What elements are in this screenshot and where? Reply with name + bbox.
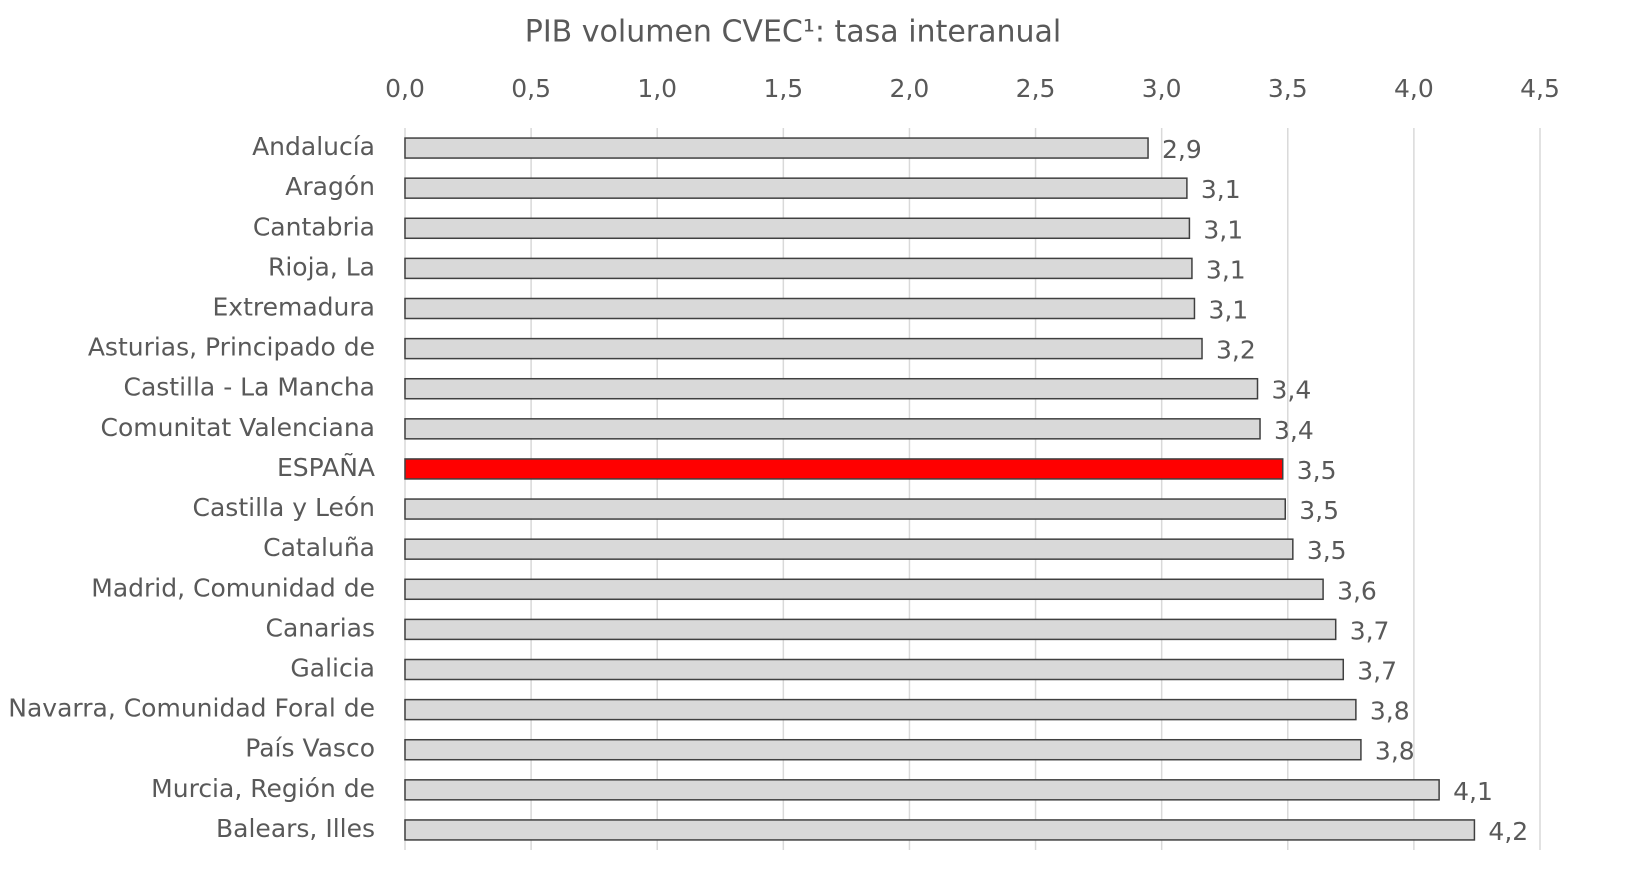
- bar: [404, 217, 1191, 240]
- chart-title: PIB volumen CVEC¹: tasa interanual: [525, 15, 1062, 50]
- data-label: 3,1: [1203, 215, 1243, 244]
- y-tick-label: Comunitat Valenciana: [101, 413, 375, 442]
- bar: [404, 257, 1193, 280]
- y-tick-label: Canarias: [265, 613, 375, 642]
- bar: [404, 377, 1259, 400]
- bar: [404, 137, 1149, 159]
- bar: [404, 538, 1294, 560]
- bar: [404, 177, 1188, 199]
- y-tick-label: Madrid, Comunidad de: [91, 573, 375, 602]
- y-tick-label: Galicia: [290, 654, 375, 683]
- x-tick-label: 2,0: [890, 74, 930, 103]
- bar: [404, 297, 1196, 320]
- y-tick-label: Asturias, Principado de: [88, 333, 375, 362]
- data-label: 2,9: [1162, 135, 1202, 164]
- data-label: 3,1: [1206, 255, 1246, 284]
- y-tick-label: Cataluña: [263, 533, 375, 562]
- y-tick-label: Rioja, La: [268, 252, 375, 281]
- x-tick-label: 3,0: [1142, 74, 1182, 103]
- y-tick-label: País Vasco: [245, 734, 375, 763]
- y-tick-label: Castilla - La Mancha: [123, 373, 375, 402]
- data-label: 4,1: [1453, 777, 1493, 806]
- bar: [404, 819, 1476, 841]
- bar: [404, 738, 1362, 761]
- y-tick-label: Cantabria: [253, 212, 375, 241]
- data-label: 3,7: [1350, 616, 1390, 645]
- data-label: 3,5: [1297, 456, 1337, 485]
- x-tick-label: 0,5: [511, 74, 551, 103]
- x-tick-label: 3,5: [1268, 74, 1308, 103]
- y-tick-label: Balears, Illes: [216, 814, 375, 843]
- x-tick-label: 0,0: [385, 74, 425, 103]
- bar: [404, 458, 1284, 480]
- bar: [404, 337, 1203, 360]
- x-tick-label: 4,0: [1394, 74, 1434, 103]
- data-label: 4,2: [1488, 817, 1528, 846]
- bar: [404, 779, 1440, 801]
- y-tick-label: Extremadura: [213, 293, 376, 322]
- y-tick-label: Navarra, Comunidad Foral de: [8, 694, 375, 723]
- data-label: 3,5: [1307, 536, 1347, 565]
- data-label: 3,1: [1208, 296, 1248, 325]
- y-tick-label: Castilla y León: [193, 493, 375, 522]
- data-label: 3,5: [1299, 496, 1339, 525]
- data-label: 3,8: [1375, 737, 1415, 766]
- data-label: 3,4: [1274, 416, 1314, 445]
- bar: [404, 698, 1357, 721]
- bar: [404, 658, 1345, 681]
- y-tick-label: Murcia, Región de: [151, 774, 375, 803]
- bar: [404, 618, 1337, 641]
- data-label: 3,8: [1370, 697, 1410, 726]
- x-tick-label: 2,5: [1016, 74, 1056, 103]
- bar: [404, 578, 1324, 601]
- y-tick-label: ESPAÑA: [277, 452, 375, 482]
- x-tick-label: 1,0: [637, 74, 677, 103]
- data-label: 3,4: [1272, 376, 1312, 405]
- data-label: 3,6: [1337, 576, 1377, 605]
- x-tick-label: 1,5: [763, 74, 803, 103]
- data-label: 3,2: [1216, 336, 1256, 365]
- x-tick-label: 4,5: [1520, 74, 1560, 103]
- bar: [404, 498, 1287, 520]
- bar: [404, 418, 1261, 440]
- y-tick-label: Aragón: [285, 172, 375, 201]
- data-label: 3,1: [1201, 175, 1241, 204]
- data-label: 3,7: [1357, 657, 1397, 686]
- y-tick-label: Andalucía: [252, 132, 375, 161]
